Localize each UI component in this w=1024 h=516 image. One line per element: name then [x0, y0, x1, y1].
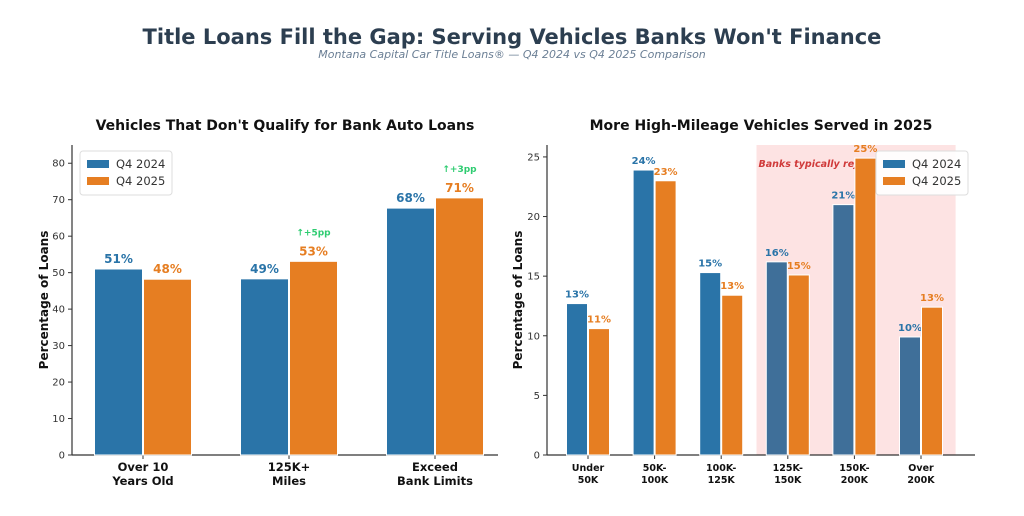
x-tick-label: 125K+ Miles	[268, 460, 311, 488]
bar-value-label: 13%	[920, 293, 944, 304]
bar-q4-2025	[721, 294, 744, 456]
y-axis-label: Percentage of Loans	[37, 231, 51, 370]
chart-title: Vehicles That Don't Qualify for Bank Aut…	[96, 118, 475, 134]
right-chart: More High-Mileage Vehicles Served in 202…	[511, 118, 975, 486]
y-tick-label: 70	[52, 195, 65, 206]
bar-value-label: 21%	[831, 191, 855, 202]
legend-label: Q4 2024	[116, 157, 165, 171]
x-tick-label: 100K-125K	[706, 463, 736, 486]
legend-label: Q4 2024	[912, 157, 961, 171]
bar-value-label: 13%	[720, 281, 744, 292]
bar-value-label: 15%	[787, 261, 811, 272]
bar-value-label: 13%	[565, 290, 589, 301]
x-tick-label: 50K-100K	[641, 463, 669, 486]
legend-swatch	[883, 160, 905, 168]
x-tick-label-line: Bank Limits	[397, 474, 473, 488]
x-tick-label-line: 150K	[774, 475, 802, 486]
y-tick-label: 25	[527, 152, 540, 163]
x-tick-label-line: 50K-	[643, 463, 667, 474]
legend-swatch	[87, 160, 109, 168]
x-tick-label-line: 100K-	[706, 463, 736, 474]
bar-value-label: 48%	[153, 262, 182, 276]
bar-value-label: 68%	[396, 191, 425, 205]
y-tick-label: 10	[527, 331, 540, 342]
figure-subtitle: Montana Capital Car Title Loans® — Q4 20…	[318, 48, 706, 61]
y-tick-label: 50	[52, 268, 65, 279]
bar-q4-2025	[289, 260, 338, 456]
y-tick-label: 10	[52, 414, 65, 425]
y-tick-label: 30	[52, 341, 65, 352]
bar-q4-2025	[435, 197, 484, 456]
x-tick-label: Over 200K	[907, 463, 935, 486]
bar-q4-2025	[854, 157, 877, 456]
x-tick-label-line: 200K	[907, 475, 935, 486]
bar-value-label: 11%	[587, 315, 611, 326]
bar-q4-2024	[899, 336, 921, 456]
x-tick-label-line: 50K	[578, 475, 599, 486]
x-tick-label-line: Exceed	[412, 460, 458, 474]
legend-swatch	[883, 177, 905, 185]
x-tick-label: 125K-150K	[773, 463, 803, 486]
reject-zone-label: Banks typically rejec	[758, 159, 869, 170]
figure-title: Title Loans Fill the Gap: Serving Vehicl…	[143, 25, 882, 49]
bar-q4-2025	[588, 328, 610, 456]
x-tick-label: Over 10 Years Old	[111, 460, 173, 488]
bar-q4-2025	[921, 306, 943, 456]
y-tick-label: 5	[534, 391, 540, 402]
bar-q4-2024	[94, 268, 143, 456]
chart-title: More High-Mileage Vehicles Served in 202…	[590, 118, 933, 134]
bar-q4-2025	[143, 278, 192, 456]
bar-q4-2024	[832, 204, 855, 456]
x-tick-label-line: 125K-	[773, 463, 803, 474]
bar-q4-2024	[699, 272, 722, 456]
x-tick-label-line: 125K	[708, 475, 736, 486]
bar-value-label: 24%	[632, 156, 656, 167]
bar-q4-2025	[654, 180, 677, 456]
y-tick-label: 0	[534, 451, 540, 462]
y-tick-label: 80	[52, 159, 65, 170]
y-tick-label: 15	[527, 272, 540, 283]
y-tick-label: 60	[52, 232, 65, 243]
bar-value-label: 10%	[898, 323, 922, 334]
legend-label: Q4 2025	[912, 174, 961, 188]
bar-value-label: 16%	[765, 248, 789, 259]
x-tick-label-line: 200K	[841, 475, 869, 486]
x-tick-label-line: Miles	[272, 474, 306, 488]
x-tick-label-line: Years Old	[111, 474, 173, 488]
change-annotation: ↑+5pp	[296, 228, 331, 238]
bar-q4-2024	[240, 278, 289, 456]
x-tick-label-line: Over 10	[118, 460, 169, 474]
x-tick-label: Exceed Bank Limits	[397, 460, 473, 488]
y-axis-label: Percentage of Loans	[511, 231, 525, 370]
y-tick-label: 20	[52, 378, 65, 389]
bar-value-label: 15%	[698, 259, 722, 270]
x-tick-label: Under 50K	[572, 463, 605, 486]
bar-value-label: 49%	[250, 262, 279, 276]
bar-q4-2024	[566, 303, 588, 456]
bar-q4-2024	[765, 261, 788, 456]
bar-value-label: 23%	[654, 167, 678, 178]
bar-value-label: 71%	[445, 181, 474, 195]
bar-value-label: 51%	[104, 252, 133, 266]
x-tick-label-line: Under	[572, 463, 605, 474]
legend-label: Q4 2025	[116, 174, 165, 188]
x-tick-label-line: 150K-	[839, 463, 869, 474]
y-tick-label: 40	[52, 305, 65, 316]
bar-q4-2025	[787, 274, 810, 456]
bar-q4-2024	[632, 169, 655, 456]
left-chart: Vehicles That Don't Qualify for Bank Aut…	[37, 118, 498, 488]
y-tick-label: 0	[59, 451, 65, 462]
x-tick-label-line: 100K	[641, 475, 669, 486]
bar-q4-2024	[386, 207, 435, 456]
x-tick-label: 150K-200K	[839, 463, 869, 486]
legend-swatch	[87, 177, 109, 185]
bar-value-label: 25%	[853, 144, 877, 155]
bar-value-label: 53%	[299, 244, 328, 258]
x-tick-label-line: 125K+	[268, 460, 311, 474]
change-annotation: ↑+3pp	[442, 165, 477, 175]
y-tick-label: 20	[527, 212, 540, 223]
x-tick-label-line: Over	[908, 463, 934, 474]
